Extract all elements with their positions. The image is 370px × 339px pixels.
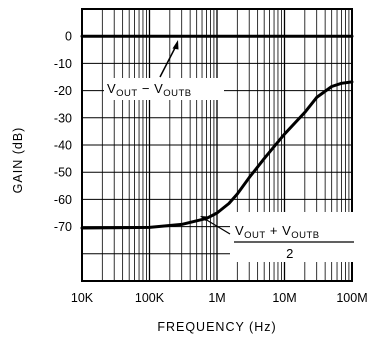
y-tick-label: -20	[54, 84, 72, 98]
x-tick-label: 10M	[272, 291, 296, 305]
x-axis-title: FREQUENCY (Hz)	[157, 320, 276, 334]
annotation-difference-label: VOUT − VOUTB	[107, 81, 192, 99]
y-tick-label: -30	[54, 111, 72, 125]
y-tick-label: -70	[54, 220, 72, 234]
annotation-average: VOUT + VOUTB 2	[200, 212, 356, 262]
annotation-average-label: VOUT + VOUTB	[235, 223, 320, 241]
y-tick-label: -50	[54, 166, 72, 180]
x-tick-label: 1M	[208, 291, 225, 305]
annotation-average-arrowhead	[200, 216, 208, 221]
x-tick-label: 100M	[336, 291, 367, 305]
annotation-average-pointer	[204, 218, 231, 235]
series-lines	[80, 34, 354, 230]
x-tick-label: 100K	[135, 291, 165, 305]
annotation-difference-pointer	[159, 45, 177, 78]
y-tick-label: -10	[54, 57, 72, 71]
annotation-difference: VOUT − VOUTB	[104, 40, 224, 100]
plot-frame	[81, 8, 353, 282]
series-line-2	[80, 80, 354, 230]
y-tick-labels: 0 -10 -20 -30 -40 -50 -60 -70	[54, 30, 72, 234]
y-tick-label: 0	[65, 30, 72, 44]
annotation-average-backdrop	[230, 212, 356, 262]
y-tick-label: -60	[54, 193, 72, 207]
x-tick-label: 10K	[71, 291, 94, 305]
y-tick-label: -40	[54, 139, 72, 153]
x-tick-labels: 10K 100K 1M 10M 100M	[71, 291, 368, 305]
annotation-difference-backdrop	[104, 78, 224, 100]
annotation-difference-arrowhead	[172, 40, 179, 50]
y-axis-title: GAIN (dB)	[11, 127, 25, 194]
annotation-average-denominator: 2	[286, 246, 294, 261]
